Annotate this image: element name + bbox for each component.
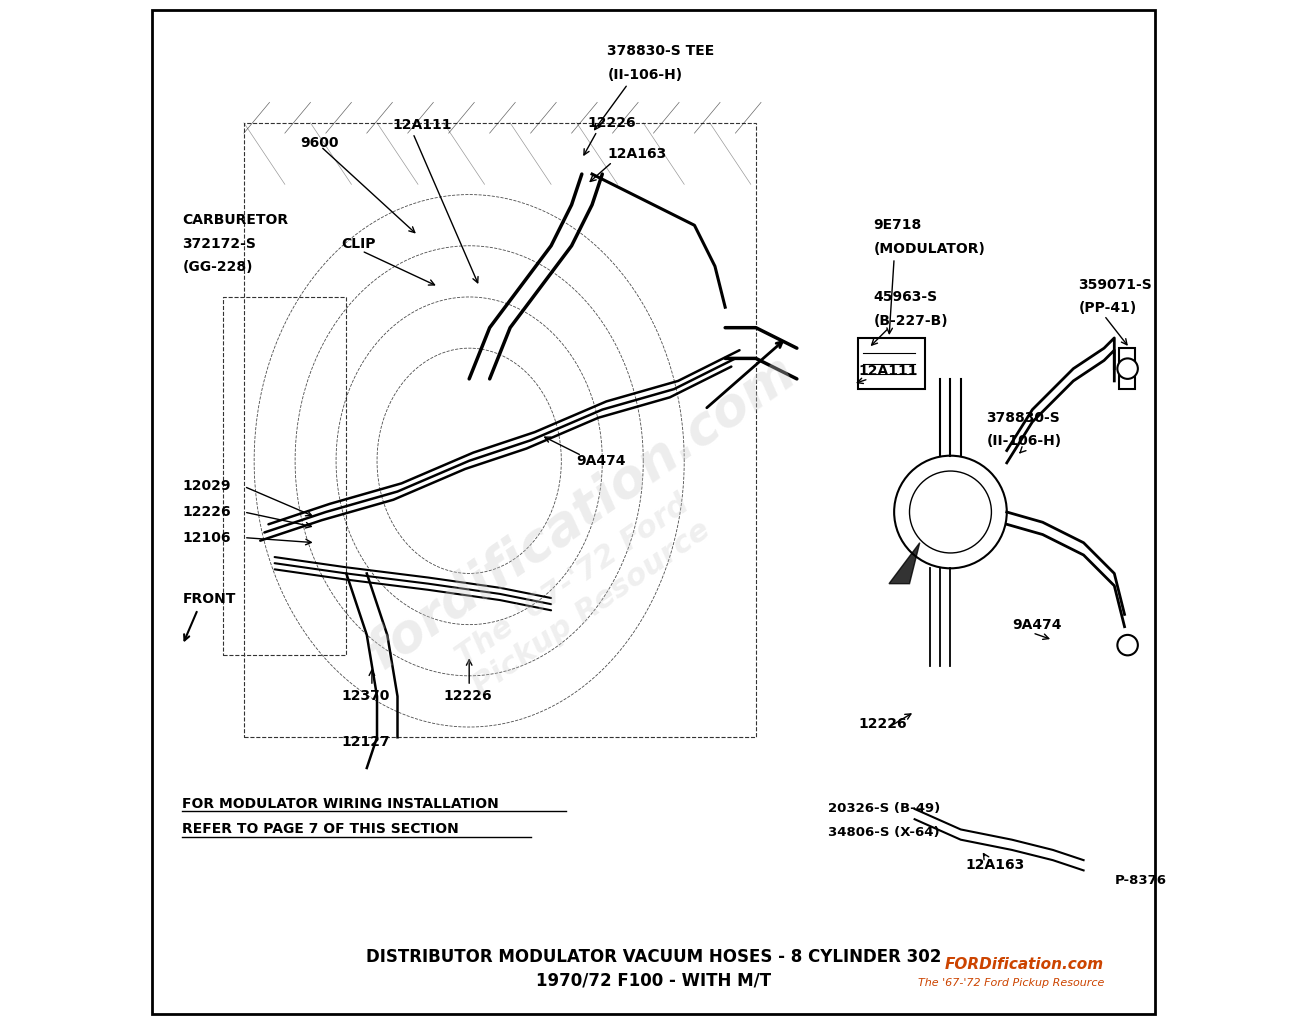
Circle shape bbox=[1117, 635, 1138, 655]
Circle shape bbox=[894, 456, 1006, 568]
Text: 12029: 12029 bbox=[183, 479, 231, 494]
Text: 12226: 12226 bbox=[587, 116, 635, 130]
Text: 12370: 12370 bbox=[341, 689, 389, 703]
Text: 372172-S: 372172-S bbox=[183, 237, 256, 251]
Text: 1970/72 F100 - WITH M/T: 1970/72 F100 - WITH M/T bbox=[536, 972, 771, 990]
Text: 12127: 12127 bbox=[341, 735, 389, 750]
Text: 12A111: 12A111 bbox=[859, 364, 918, 378]
Text: FRONT: FRONT bbox=[183, 592, 235, 606]
Text: fordification.com: fordification.com bbox=[358, 345, 805, 679]
Text: 9E718: 9E718 bbox=[873, 218, 921, 232]
Text: 45963-S: 45963-S bbox=[873, 290, 938, 304]
Polygon shape bbox=[889, 543, 920, 584]
Text: 9A474: 9A474 bbox=[576, 454, 626, 468]
Text: 12A111: 12A111 bbox=[392, 118, 452, 132]
Text: 12A163: 12A163 bbox=[966, 858, 1025, 872]
Text: (MODULATOR): (MODULATOR) bbox=[873, 242, 985, 256]
Text: (II-106-H): (II-106-H) bbox=[987, 434, 1061, 449]
Bar bbox=[244, 123, 755, 737]
Bar bbox=[1119, 348, 1134, 389]
Text: 12226: 12226 bbox=[443, 689, 493, 703]
Text: 378830-S TEE: 378830-S TEE bbox=[608, 44, 715, 58]
Text: (II-106-H): (II-106-H) bbox=[608, 68, 682, 82]
Text: REFER TO PAGE 7 OF THIS SECTION: REFER TO PAGE 7 OF THIS SECTION bbox=[183, 822, 459, 837]
Text: 34806-S (X-64): 34806-S (X-64) bbox=[827, 826, 940, 839]
Text: CARBURETOR: CARBURETOR bbox=[183, 213, 289, 227]
Text: 12106: 12106 bbox=[183, 530, 231, 545]
Text: The '67-'72 Ford
Pickup Resource: The '67-'72 Ford Pickup Resource bbox=[448, 487, 715, 700]
Text: 12226: 12226 bbox=[859, 717, 907, 731]
Text: (GG-228): (GG-228) bbox=[183, 260, 254, 274]
Text: CLIP: CLIP bbox=[341, 237, 375, 251]
Bar bbox=[223, 297, 346, 655]
Text: 359071-S: 359071-S bbox=[1078, 278, 1153, 292]
Text: 20326-S (B-49): 20326-S (B-49) bbox=[827, 803, 940, 815]
Circle shape bbox=[910, 471, 992, 553]
Text: 9A474: 9A474 bbox=[1012, 617, 1061, 632]
Text: 12226: 12226 bbox=[183, 505, 231, 519]
Circle shape bbox=[1117, 358, 1138, 379]
Text: The '67-'72 Ford Pickup Resource: The '67-'72 Ford Pickup Resource bbox=[918, 978, 1104, 988]
Text: P-8376: P-8376 bbox=[1115, 874, 1166, 887]
Text: FOR MODULATOR WIRING INSTALLATION: FOR MODULATOR WIRING INSTALLATION bbox=[183, 797, 499, 811]
Text: DISTRIBUTOR MODULATOR VACUUM HOSES - 8 CYLINDER 302: DISTRIBUTOR MODULATOR VACUUM HOSES - 8 C… bbox=[366, 948, 941, 967]
Text: FORDification.com: FORDification.com bbox=[945, 957, 1104, 972]
Text: 9600: 9600 bbox=[301, 136, 339, 151]
Text: (B-227-B): (B-227-B) bbox=[873, 313, 949, 328]
Bar bbox=[859, 338, 925, 389]
Text: (PP-41): (PP-41) bbox=[1078, 301, 1137, 315]
Text: 12A163: 12A163 bbox=[608, 146, 667, 161]
Text: 378830-S: 378830-S bbox=[987, 411, 1060, 425]
